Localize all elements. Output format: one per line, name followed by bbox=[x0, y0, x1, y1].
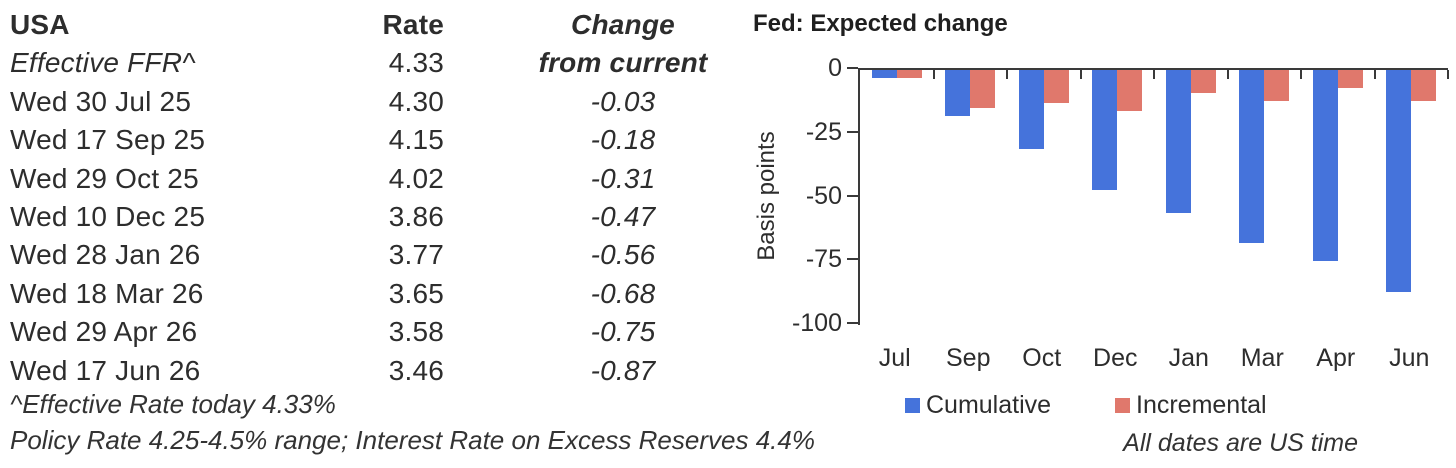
x-tick-label: Mar bbox=[1240, 344, 1284, 372]
x-axis-tick bbox=[1226, 70, 1229, 79]
rate-value-cell: 3.65 bbox=[388, 277, 444, 309]
x-tick-label: Apr bbox=[1316, 344, 1356, 372]
meeting-date-cell: Wed 28 Jan 26 bbox=[10, 239, 201, 271]
y-axis-tick bbox=[847, 194, 858, 197]
change-value-cell: -0.75 bbox=[590, 316, 656, 348]
chart-footnote-us-time: All dates are US time bbox=[1123, 429, 1358, 457]
x-axis-tick bbox=[1153, 70, 1155, 79]
meeting-date-cell: Wed 18 Mar 26 bbox=[10, 277, 204, 309]
y-tick-label: -50 bbox=[805, 181, 842, 210]
bar-incremental bbox=[1117, 70, 1143, 111]
change-value-cell: -0.31 bbox=[590, 162, 656, 194]
bar-incremental bbox=[896, 70, 922, 78]
bar-incremental bbox=[1264, 70, 1290, 101]
table-row: Wed 29 Oct 25 4.02 -0.31 bbox=[10, 160, 812, 198]
rate-table: USA Rate Change Effective FFR^ 4.33 from… bbox=[10, 6, 812, 390]
meeting-date-cell: Wed 10 Dec 25 bbox=[10, 200, 206, 232]
change-value-cell: -0.68 bbox=[590, 277, 656, 309]
change-value-cell: -0.18 bbox=[590, 124, 656, 156]
bar-cumulative bbox=[1386, 70, 1412, 292]
table-header-row: USA Rate Change bbox=[10, 6, 812, 44]
rate-value-cell: 3.58 bbox=[388, 316, 444, 348]
chart-title: Fed: Expected change bbox=[753, 10, 1008, 37]
meeting-date-cell: Wed 29 Oct 25 bbox=[10, 162, 199, 194]
y-tick-label: 0 bbox=[828, 54, 842, 82]
x-axis-tick bbox=[1447, 70, 1449, 79]
table-row: Wed 18 Mar 26 3.65 -0.68 bbox=[10, 275, 812, 313]
legend-swatch bbox=[905, 398, 920, 413]
table-row: Wed 30 Jul 25 4.30 -0.03 bbox=[10, 83, 812, 121]
meeting-date-cell: Wed 17 Jun 26 bbox=[10, 354, 201, 386]
x-tick-label: Jan bbox=[1168, 344, 1209, 372]
bar-incremental bbox=[1411, 70, 1437, 101]
table-row: Wed 10 Dec 25 3.86 -0.47 bbox=[10, 198, 812, 236]
rate-value-cell: 4.02 bbox=[388, 162, 444, 194]
legend-item-cumulative: Cumulative bbox=[905, 391, 1051, 420]
effective-ffr-rate: 4.33 bbox=[388, 47, 444, 79]
x-axis-tick bbox=[932, 70, 935, 79]
x-tick-label: Sep bbox=[946, 344, 991, 372]
change-column-header-line2: from current bbox=[538, 47, 708, 79]
meeting-date-cell: Wed 17 Sep 25 bbox=[10, 124, 206, 156]
effective-ffr-label: Effective FFR^ bbox=[10, 47, 196, 79]
change-value-cell: -0.87 bbox=[590, 354, 656, 386]
y-tick-label: -75 bbox=[805, 245, 842, 274]
change-column-header-line1: Change bbox=[571, 9, 675, 40]
meeting-date-cell: Wed 29 Apr 26 bbox=[10, 316, 198, 348]
rate-value-cell: 4.30 bbox=[388, 85, 444, 117]
table-row: Wed 28 Jan 26 3.77 -0.56 bbox=[10, 236, 812, 274]
bar-incremental bbox=[1043, 70, 1069, 104]
table-footnote-policy-rate: Policy Rate 4.25-4.5% range; Interest Ra… bbox=[10, 425, 815, 455]
x-tick-label: Dec bbox=[1093, 344, 1138, 372]
rate-column-header: Rate bbox=[382, 9, 444, 40]
bar-cumulative bbox=[871, 70, 897, 78]
table-row: Wed 17 Sep 25 4.15 -0.18 bbox=[10, 121, 812, 159]
y-axis-tick bbox=[847, 130, 858, 133]
bar-cumulative bbox=[1018, 70, 1044, 150]
legend-label: Cumulative bbox=[926, 391, 1052, 419]
bar-cumulative bbox=[1165, 70, 1191, 213]
table-footnote-effective-rate: ^Effective Rate today 4.33% bbox=[10, 389, 336, 419]
legend-label: Incremental bbox=[1136, 391, 1267, 419]
effective-ffr-row: Effective FFR^ 4.33 from current bbox=[10, 44, 812, 82]
x-axis-tick bbox=[1300, 70, 1302, 79]
rate-value-cell: 4.15 bbox=[388, 124, 444, 156]
y-axis-tick bbox=[847, 67, 858, 69]
legend-swatch bbox=[1115, 398, 1130, 413]
x-tick-label: Jun bbox=[1389, 344, 1430, 372]
rate-value-cell: 3.46 bbox=[388, 354, 444, 386]
bar-cumulative bbox=[945, 70, 971, 116]
x-tick-label: Oct bbox=[1022, 344, 1062, 372]
y-tick-label: -100 bbox=[791, 309, 842, 337]
y-tick-label: -25 bbox=[805, 117, 842, 146]
bar-incremental bbox=[1337, 70, 1363, 88]
x-axis-labels: Jul Sep Oct Dec Jan Mar Apr Jun bbox=[858, 344, 1446, 373]
table-row: Wed 17 Jun 26 3.46 -0.87 bbox=[10, 352, 812, 390]
bar-incremental bbox=[970, 70, 996, 109]
change-value-cell: -0.03 bbox=[590, 85, 656, 117]
bar-cumulative bbox=[1312, 70, 1338, 262]
bar-incremental bbox=[1190, 70, 1216, 93]
x-tick-label: Jul bbox=[878, 344, 911, 372]
y-axis-tick bbox=[847, 322, 858, 324]
x-axis-tick bbox=[1373, 70, 1376, 79]
rate-value-cell: 3.77 bbox=[388, 239, 444, 271]
legend-item-incremental: Incremental bbox=[1115, 391, 1267, 420]
table-title: USA bbox=[10, 9, 70, 40]
change-value-cell: -0.56 bbox=[590, 239, 656, 271]
table-body: Wed 30 Jul 25 4.30 -0.03 Wed 17 Sep 25 4.15 -… bbox=[10, 83, 812, 390]
meeting-date-cell: Wed 30 Jul 25 bbox=[10, 85, 192, 117]
change-value-cell: -0.47 bbox=[590, 200, 656, 232]
x-axis-tick bbox=[1006, 70, 1008, 79]
bar-cumulative bbox=[1239, 70, 1265, 244]
x-axis-tick bbox=[1079, 70, 1082, 79]
bar-cumulative bbox=[1092, 70, 1118, 190]
table-row: Wed 29 Apr 26 3.58 -0.75 bbox=[10, 313, 812, 351]
rate-value-cell: 3.86 bbox=[388, 200, 444, 232]
y-axis-tick bbox=[847, 258, 858, 261]
chart-plot-area bbox=[858, 68, 1449, 325]
